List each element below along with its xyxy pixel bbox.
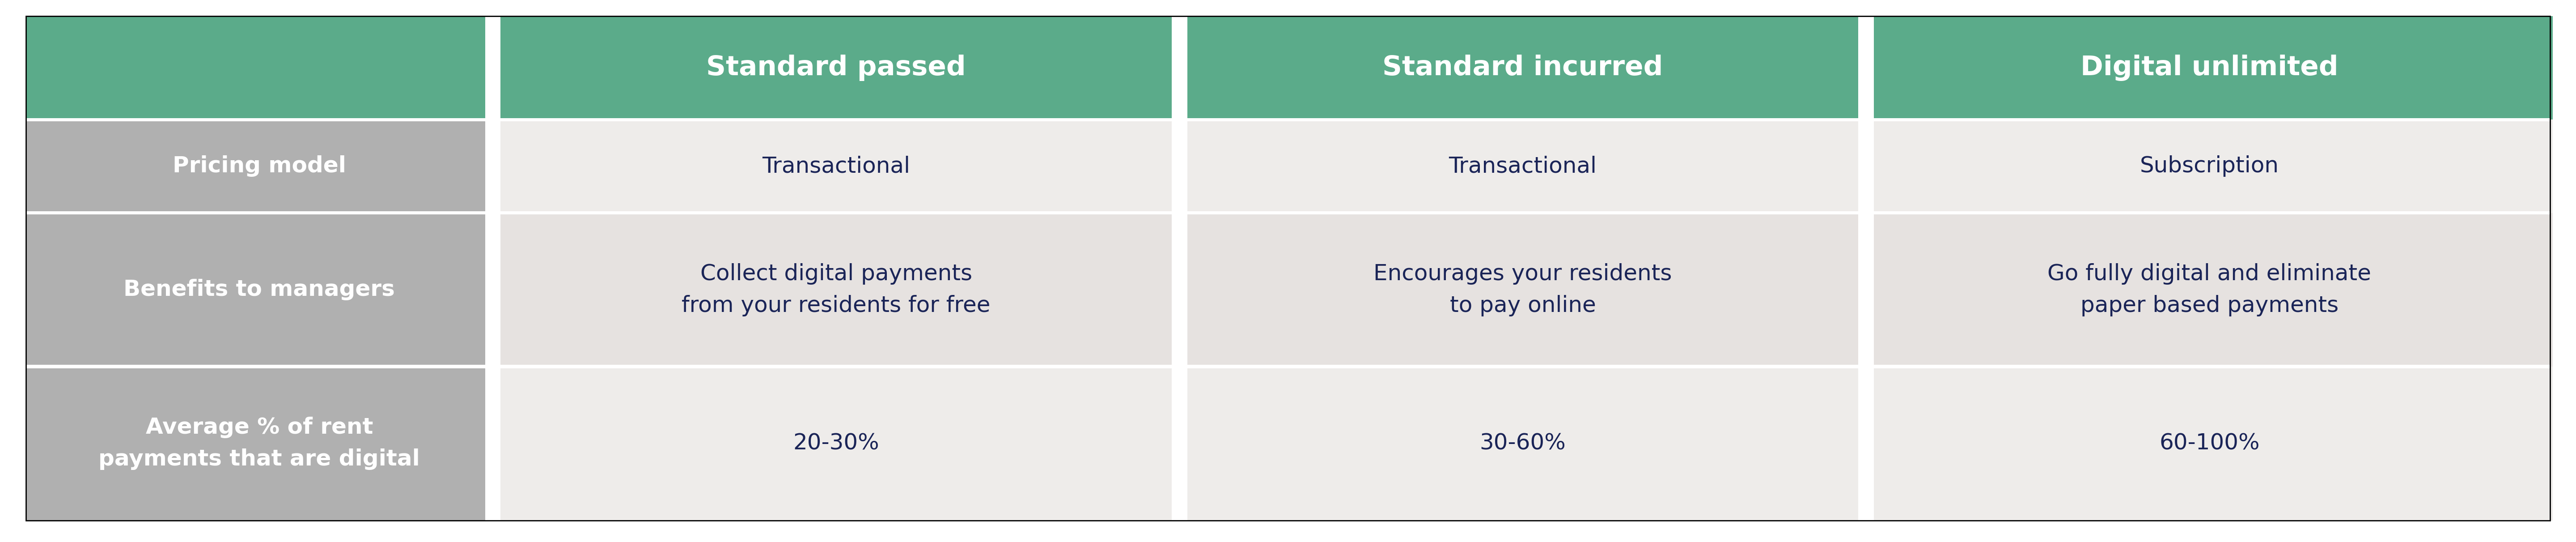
Text: Collect digital payments
from your residents for free: Collect digital payments from your resid… (683, 263, 992, 317)
Text: Digital unlimited: Digital unlimited (2081, 55, 2339, 81)
Bar (492, 16, 1180, 120)
Bar (492, 366, 1180, 520)
Bar (1865, 366, 2553, 520)
Bar (1172, 16, 1188, 520)
Text: Go fully digital and eliminate
paper based payments: Go fully digital and eliminate paper bas… (2048, 263, 2372, 317)
Bar (26, 213, 492, 366)
Bar (1865, 213, 2553, 366)
Text: Benefits to managers: Benefits to managers (124, 279, 394, 300)
Bar (492, 120, 1180, 213)
Text: Transactional: Transactional (762, 156, 909, 177)
Bar (1865, 16, 2553, 120)
Text: Standard incurred: Standard incurred (1383, 55, 1664, 81)
Bar (26, 120, 492, 213)
Text: Average % of rent
payments that are digital: Average % of rent payments that are digi… (98, 417, 420, 470)
Text: Encourages your residents
to pay online: Encourages your residents to pay online (1373, 263, 1672, 317)
Bar (26, 365, 2550, 368)
Text: Standard passed: Standard passed (706, 55, 966, 81)
Bar (1180, 366, 1865, 520)
Bar (26, 118, 2550, 121)
Bar (26, 366, 492, 520)
Bar (492, 213, 1180, 366)
Text: Pricing model: Pricing model (173, 156, 345, 177)
Bar (26, 16, 492, 120)
Text: 20-30%: 20-30% (793, 433, 878, 454)
Text: Transactional: Transactional (1448, 156, 1597, 177)
Bar (1180, 213, 1865, 366)
Bar (26, 211, 2550, 215)
Text: 30-60%: 30-60% (1479, 433, 1566, 454)
Bar (1865, 120, 2553, 213)
Bar (1180, 120, 1865, 213)
Text: 60-100%: 60-100% (2159, 433, 2259, 454)
Bar (484, 16, 500, 520)
Text: Subscription: Subscription (2141, 156, 2280, 177)
Bar (1857, 16, 1873, 520)
Bar (1180, 16, 1865, 120)
